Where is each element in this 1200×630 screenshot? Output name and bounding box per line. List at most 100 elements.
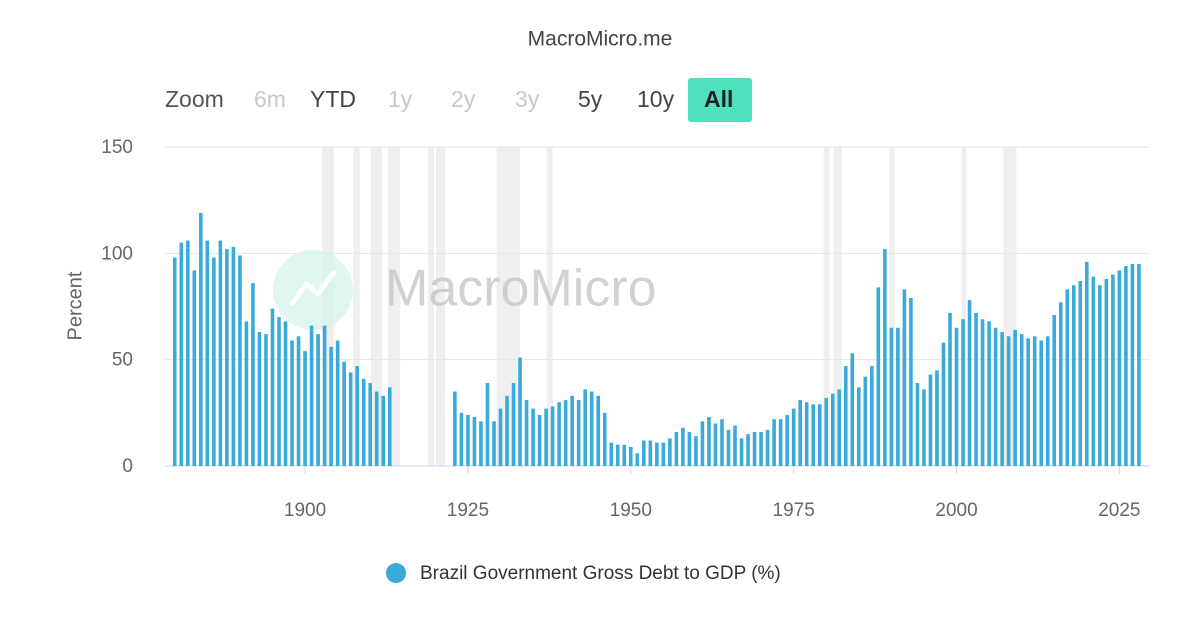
bar — [850, 353, 855, 466]
bar — [270, 308, 275, 466]
bar — [348, 372, 353, 466]
bar — [746, 434, 750, 466]
bar — [557, 402, 561, 466]
bar — [576, 400, 581, 466]
range-button[interactable]: 10y — [637, 86, 675, 112]
bar — [856, 387, 861, 466]
bar — [1111, 274, 1115, 466]
bar — [824, 397, 829, 466]
bar — [374, 391, 379, 466]
bar — [1137, 263, 1141, 466]
range-button[interactable]: YTD — [310, 86, 356, 112]
bar — [459, 412, 464, 466]
bar — [238, 255, 242, 466]
range-button: 2y — [451, 86, 476, 112]
shaded-period — [428, 147, 435, 466]
range-button-bg[interactable] — [688, 78, 752, 122]
bar — [720, 419, 724, 466]
bar — [681, 427, 685, 466]
bar — [967, 300, 972, 466]
bar — [928, 374, 933, 466]
bar — [361, 378, 366, 466]
bar — [883, 249, 887, 466]
bar — [1058, 302, 1063, 466]
bar — [642, 440, 646, 466]
bar — [778, 419, 783, 466]
bar — [550, 406, 555, 466]
shaded-period — [833, 147, 842, 466]
bar — [987, 321, 991, 466]
shaded-period — [961, 147, 967, 466]
bar — [843, 366, 848, 466]
range-button[interactable]: 5y — [578, 86, 603, 112]
bar — [199, 212, 203, 466]
bar — [583, 389, 587, 466]
bar — [381, 395, 386, 466]
bar — [635, 453, 640, 466]
bar — [335, 340, 340, 466]
bar — [733, 425, 737, 466]
bar — [896, 327, 900, 466]
bar — [1078, 280, 1083, 466]
bar — [954, 327, 959, 466]
bar — [342, 361, 346, 466]
bar — [602, 412, 607, 466]
shaded-period — [823, 147, 830, 466]
bar — [531, 408, 535, 466]
bar — [785, 414, 789, 466]
bar — [524, 400, 529, 466]
y-tick-label: 100 — [101, 243, 133, 264]
bar — [186, 240, 190, 466]
bar — [1052, 315, 1057, 466]
bar — [544, 408, 548, 466]
shaded-period — [889, 147, 895, 466]
shaded-period — [353, 147, 360, 466]
bar — [674, 431, 679, 466]
bar — [537, 414, 542, 466]
legend-label[interactable]: Brazil Government Gross Debt to GDP (%) — [420, 563, 781, 584]
bar — [837, 389, 842, 466]
bar — [212, 257, 216, 466]
bar — [303, 351, 307, 466]
bar — [1000, 332, 1004, 466]
bar — [485, 383, 490, 466]
bar — [466, 414, 470, 466]
bar — [902, 289, 907, 466]
bar — [909, 297, 913, 466]
bar — [172, 257, 177, 466]
bar — [798, 400, 802, 466]
bar — [922, 389, 926, 466]
shaded-period — [546, 147, 553, 466]
bar — [817, 404, 822, 466]
bar — [791, 408, 796, 466]
bar — [329, 346, 333, 466]
bar — [492, 421, 496, 466]
bar — [1013, 329, 1017, 466]
bar — [511, 383, 516, 466]
watermark-logo-mark — [289, 269, 337, 307]
bar — [1026, 338, 1030, 466]
shaded-period — [370, 147, 382, 466]
bar — [453, 391, 457, 466]
bar — [257, 332, 262, 466]
bar — [739, 438, 744, 466]
bar — [1130, 263, 1135, 466]
bar — [498, 408, 503, 466]
bar — [655, 442, 659, 466]
y-tick-label: 0 — [122, 456, 133, 477]
bar — [218, 240, 223, 466]
bar — [1006, 336, 1011, 466]
bar — [1104, 278, 1109, 466]
legend-marker[interactable] — [386, 563, 406, 583]
bar — [589, 391, 594, 466]
range-button[interactable]: All — [704, 86, 733, 112]
bar — [283, 321, 288, 466]
bar — [941, 342, 946, 466]
bar — [231, 246, 236, 466]
bar — [277, 317, 281, 466]
bar — [915, 383, 920, 466]
bar — [1019, 334, 1024, 466]
bar — [1098, 285, 1102, 466]
bar — [811, 404, 815, 466]
y-tick-label: 150 — [101, 137, 133, 158]
